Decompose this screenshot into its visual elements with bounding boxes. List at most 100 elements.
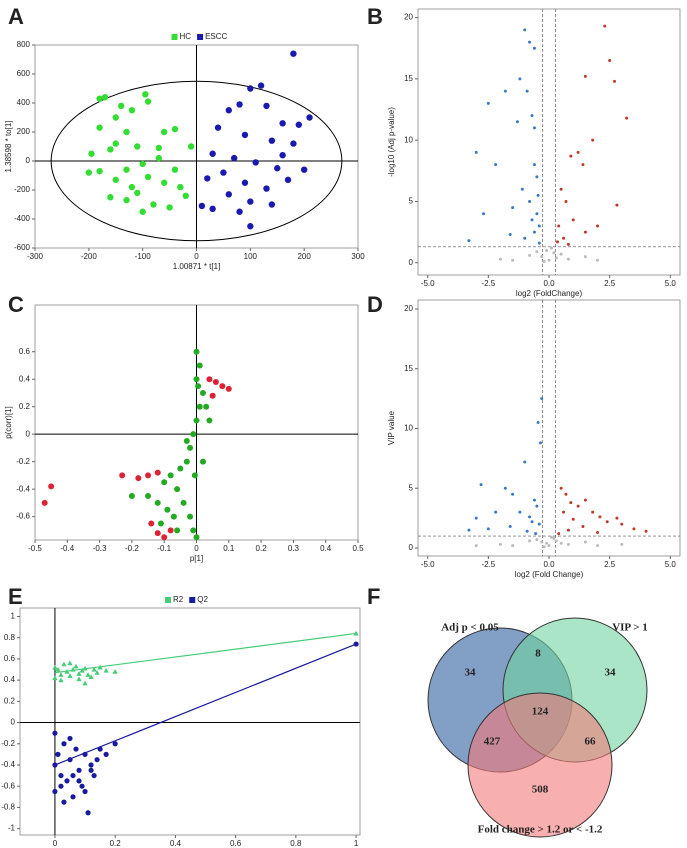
x-tick-label: 0.0: [543, 560, 555, 569]
point: [82, 788, 88, 795]
y-tick-label: -0.6: [16, 512, 30, 521]
point: [545, 248, 549, 252]
point: [236, 208, 243, 215]
point: [206, 376, 213, 383]
point: [528, 253, 532, 257]
point: [150, 201, 157, 208]
x-tick-label: 100: [244, 252, 258, 261]
fit-line: [54, 632, 357, 674]
x-tick-label: -0.1: [157, 544, 171, 553]
x-tick-label: 2.5: [604, 560, 616, 569]
point: [76, 767, 82, 773]
point: [603, 24, 607, 28]
point: [525, 89, 529, 93]
point: [171, 125, 179, 133]
y-tick-label: 15: [404, 364, 413, 373]
x-tick-label: -300: [27, 252, 44, 261]
point: [566, 242, 570, 246]
x-tick-label: -5.0: [421, 560, 435, 569]
point: [247, 198, 254, 205]
point: [190, 431, 197, 438]
point: [559, 252, 563, 256]
point: [96, 167, 103, 175]
point: [532, 126, 536, 130]
y-tick-label: 0.2: [4, 696, 16, 705]
point: [112, 114, 119, 121]
point: [537, 522, 541, 526]
point: [300, 166, 308, 173]
x-tick-label: 0.4: [170, 839, 182, 848]
point: [142, 91, 149, 98]
point: [167, 527, 174, 534]
point: [247, 85, 254, 92]
point: [279, 120, 286, 127]
point: [199, 389, 206, 396]
point: [134, 189, 141, 197]
point: [64, 669, 70, 674]
y-tick-label: 800: [17, 40, 31, 49]
panel-letter: B: [367, 4, 383, 29]
point: [170, 513, 177, 520]
point: [583, 74, 587, 78]
y-tick-label: 0.4: [19, 374, 31, 383]
legend-swatch: [171, 34, 178, 40]
x-tick-label: 0.2: [256, 544, 268, 553]
point: [155, 144, 163, 152]
point: [145, 493, 152, 500]
point: [112, 741, 118, 747]
legend-label: ESCC: [205, 32, 227, 41]
point: [557, 532, 561, 536]
point: [625, 116, 629, 120]
point: [70, 772, 76, 779]
point: [64, 778, 70, 784]
point: [107, 146, 114, 153]
point: [144, 173, 152, 181]
point: [562, 510, 566, 514]
point: [135, 475, 142, 482]
venn-count: 124: [532, 706, 549, 718]
legend-swatch: [189, 597, 196, 603]
point: [525, 529, 529, 533]
point: [518, 77, 522, 81]
venn-set-label: VIP > 1: [612, 622, 648, 634]
y-tick-label: 0: [409, 258, 414, 267]
point: [583, 255, 587, 259]
point: [123, 128, 130, 136]
point: [123, 196, 130, 204]
point: [532, 230, 536, 234]
point: [225, 385, 232, 392]
point: [528, 40, 532, 44]
point: [144, 98, 152, 105]
point: [515, 120, 519, 124]
point: [225, 107, 232, 114]
point: [103, 667, 109, 673]
y-tick-label: -0.8: [1, 803, 15, 812]
point: [274, 165, 281, 172]
point: [581, 524, 585, 528]
point: [559, 541, 563, 545]
x-tick-label: 0.6: [230, 839, 242, 848]
point: [494, 163, 498, 167]
point: [55, 751, 61, 757]
point: [112, 669, 118, 674]
point: [295, 121, 302, 128]
point: [290, 50, 297, 57]
point: [467, 528, 471, 532]
point: [247, 223, 254, 230]
venn-set: [467, 692, 613, 838]
point: [61, 661, 67, 667]
point: [615, 516, 619, 520]
point: [167, 472, 174, 479]
point: [219, 383, 226, 390]
point: [82, 665, 88, 671]
point: [101, 94, 109, 101]
point: [183, 458, 190, 465]
point: [583, 498, 587, 502]
point: [583, 540, 587, 544]
point: [154, 469, 161, 476]
point: [198, 202, 206, 210]
point: [187, 444, 194, 451]
point: [70, 794, 76, 800]
